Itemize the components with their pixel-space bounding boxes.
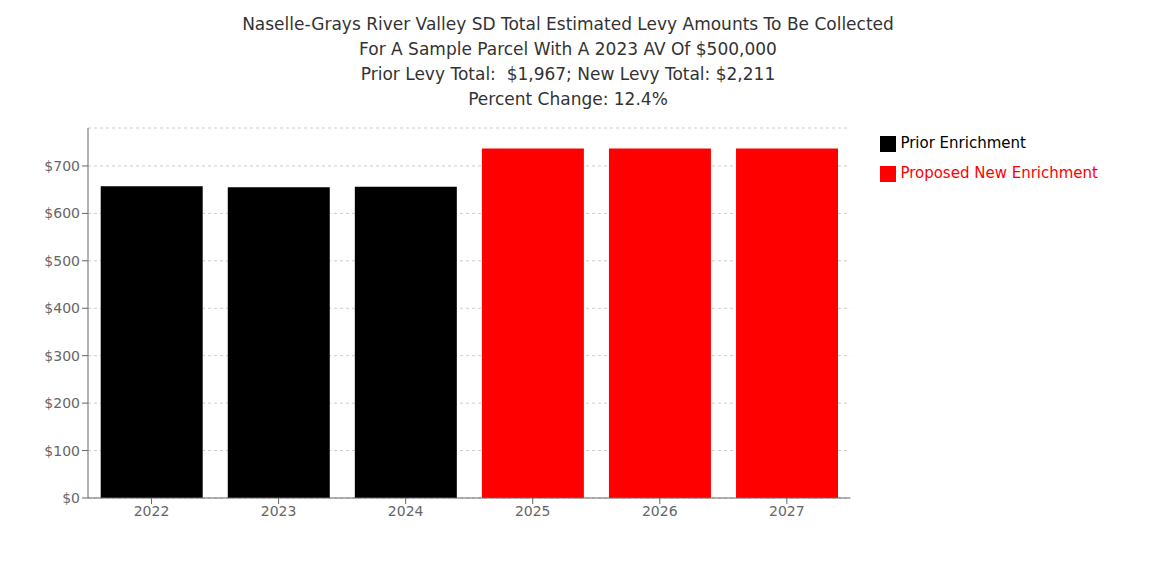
html-text:Percent Change: 12.4%: Percent Change: 12.4% — [468, 89, 668, 109]
svg-text:$700: $700 — [44, 158, 80, 174]
svg-text:$600: $600 — [44, 205, 80, 221]
svg-text:$400: $400 — [44, 300, 80, 316]
html-text:For A Sample Parcel With A 202: For A Sample Parcel With A 2023 AV Of $5… — [359, 39, 777, 59]
svg-text:2022: 2022 — [134, 503, 170, 519]
html-text:Proposed New Enrichment: Proposed New Enrichment — [900, 164, 1098, 182]
svg-text:$0: $0 — [62, 490, 80, 506]
svg-text:$100: $100 — [44, 443, 80, 459]
svg-text:2027: 2027 — [769, 503, 805, 519]
svg-text:2026: 2026 — [642, 503, 678, 519]
svg-text:$500: $500 — [44, 253, 80, 269]
svg-text:2024: 2024 — [388, 503, 424, 519]
html-text:Naselle-Grays River Valley SD: Naselle-Grays River Valley SD Total Esti… — [242, 14, 894, 34]
html-text:Prior Levy Total: $1,967; New: Prior Levy Total: $1,967; New Levy Total… — [360, 64, 776, 84]
svg-text:2025: 2025 — [515, 503, 551, 519]
svg-text:$300: $300 — [44, 348, 80, 364]
svg-text:$200: $200 — [44, 395, 80, 411]
html-text:Prior Enrichment: Prior Enrichment — [900, 134, 1026, 152]
svg-text:2023: 2023 — [261, 503, 297, 519]
